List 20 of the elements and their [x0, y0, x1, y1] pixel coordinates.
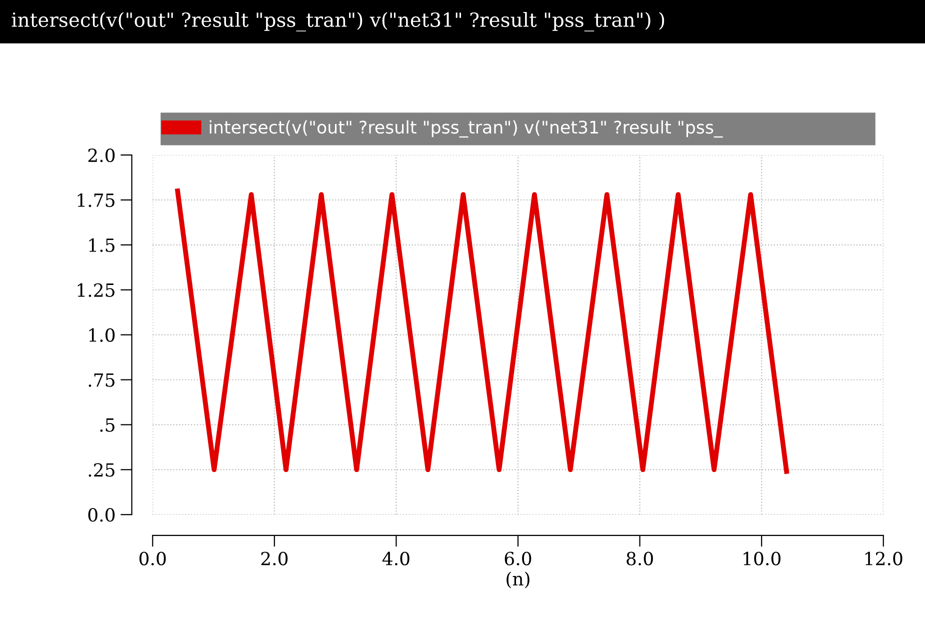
x-tick-label: 8.0 [626, 552, 653, 566]
x-tick-label: 4.0 [382, 552, 410, 566]
y-tick-label: .5 [100, 418, 114, 432]
legend-label: intersect(v("out" ?result "pss_tran") v("net31" ?result "pss_ [210, 120, 723, 138]
x-axis-title: (n) [506, 572, 530, 588]
x-tick-label: 2.0 [261, 552, 288, 566]
chart-title: intersect(v("out" ?result "pss_tran") v("net31" ?result "pss_tran") ) [12, 12, 664, 32]
x-tick-label: 10.0 [744, 552, 780, 566]
y-tick-label: .25 [88, 463, 114, 477]
x-tick-label: 6.0 [504, 552, 532, 566]
y-tick-label: 0.0 [88, 508, 115, 522]
y-tick-label: 1.25 [78, 283, 114, 297]
x-tick-label: 0.0 [139, 552, 166, 566]
y-tick-label: 1.0 [89, 328, 115, 342]
y-tick-label: 2.0 [88, 148, 115, 162]
line-series [175, 188, 789, 474]
y-tick-label: 1.75 [78, 193, 114, 208]
y-tick-label: 1.5 [89, 238, 114, 252]
x-tick-label: 12.0 [865, 552, 902, 566]
y-tick-label: .75 [88, 373, 114, 387]
